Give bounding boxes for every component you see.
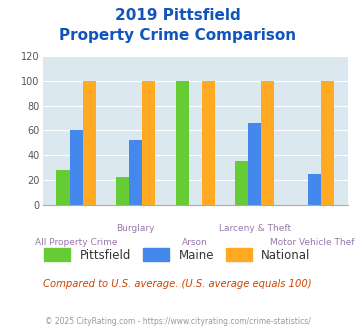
Text: Compared to U.S. average. (U.S. average equals 100): Compared to U.S. average. (U.S. average … xyxy=(43,279,312,289)
Bar xyxy=(142,81,155,205)
Text: All Property Crime: All Property Crime xyxy=(35,238,118,247)
Text: Larceny & Theft: Larceny & Theft xyxy=(219,224,291,233)
Bar xyxy=(129,140,142,205)
Bar xyxy=(308,174,321,205)
Bar xyxy=(83,81,96,205)
Legend: Pittsfield, Maine, National: Pittsfield, Maine, National xyxy=(40,244,315,266)
Text: Property Crime Comparison: Property Crime Comparison xyxy=(59,28,296,43)
Bar xyxy=(116,178,129,205)
Bar xyxy=(176,81,189,205)
Bar xyxy=(70,130,83,205)
Text: © 2025 CityRating.com - https://www.cityrating.com/crime-statistics/: © 2025 CityRating.com - https://www.city… xyxy=(45,317,310,326)
Text: Motor Vehicle Theft: Motor Vehicle Theft xyxy=(271,238,355,247)
Bar xyxy=(248,123,261,205)
Text: Burglary: Burglary xyxy=(116,224,155,233)
Bar xyxy=(235,161,248,205)
Text: 2019 Pittsfield: 2019 Pittsfield xyxy=(115,8,240,23)
Bar xyxy=(56,170,70,205)
Bar xyxy=(321,81,334,205)
Bar xyxy=(261,81,274,205)
Text: Arson: Arson xyxy=(182,238,208,247)
Bar xyxy=(202,81,215,205)
